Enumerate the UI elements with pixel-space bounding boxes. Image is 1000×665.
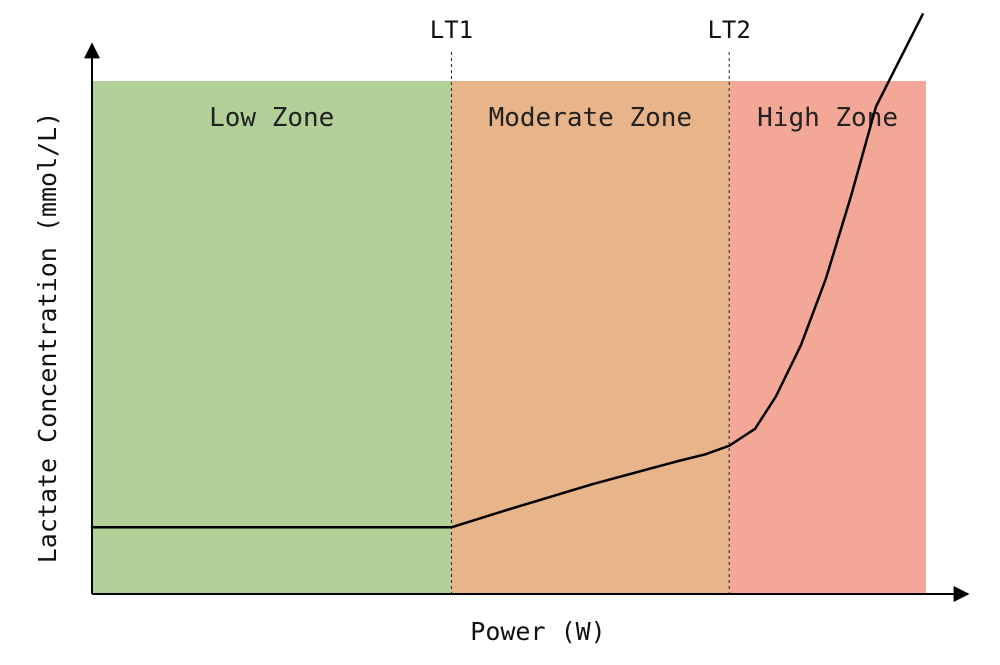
zone-backgrounds — [92, 81, 926, 594]
zone-low-zone — [92, 81, 452, 594]
x-axis-label: Power (W) — [470, 617, 605, 646]
y-axis-label: Lactate Concentration (mmol/L) — [33, 112, 62, 564]
zone-label-moderate-zone: Moderate Zone — [489, 103, 693, 133]
series-line-lactate-curve — [90, 13, 924, 529]
threshold-label-lt2: LT2 — [707, 16, 750, 44]
threshold-label-lt1: LT1 — [430, 16, 473, 44]
zone-labels: Low Zone Moderate Zone High Zone — [209, 103, 898, 133]
zone-moderate-zone — [451, 81, 730, 594]
data-series — [90, 13, 924, 529]
threshold-lines — [450, 52, 730, 594]
zone-label-low-zone: Low Zone — [209, 103, 334, 133]
zone-high-zone — [729, 81, 926, 594]
threshold-labels: LT1 LT2 — [430, 16, 751, 44]
